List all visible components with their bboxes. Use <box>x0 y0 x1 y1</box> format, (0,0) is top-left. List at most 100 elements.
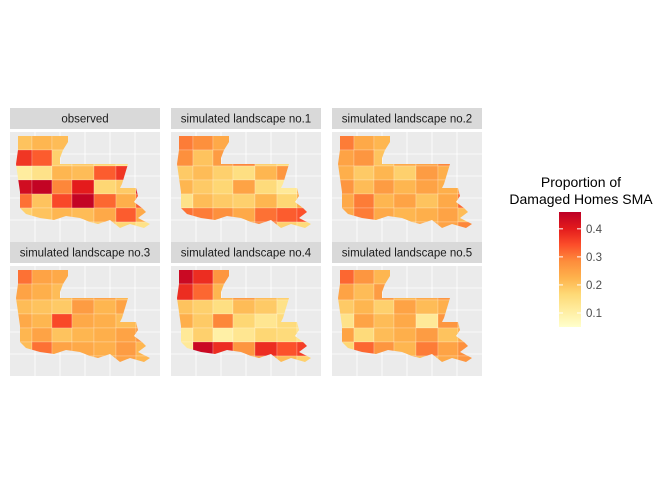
parish-region <box>254 179 278 195</box>
facet-strip-label: observed <box>61 114 108 126</box>
parish-region <box>31 165 53 181</box>
parish-region <box>393 179 417 195</box>
facet-panel: simulated landscape no.3 <box>10 242 160 376</box>
parish-region <box>93 207 117 223</box>
parish-region <box>232 179 256 195</box>
facet-strip <box>332 108 482 129</box>
legend-title-line1: Proportion of <box>541 174 621 190</box>
parish-region <box>71 193 95 209</box>
parish-region <box>71 179 95 195</box>
parish-region <box>415 341 439 357</box>
parish-region <box>437 341 459 357</box>
parish-region <box>93 179 117 195</box>
parish-region <box>93 327 117 343</box>
parish-region <box>31 313 53 329</box>
parish-region <box>353 193 375 209</box>
parish-region <box>31 327 53 343</box>
legend-colorbar <box>559 212 581 327</box>
parish-region <box>31 299 53 315</box>
parish-region <box>415 165 439 181</box>
facet-panel: observed <box>10 108 160 242</box>
parish-region <box>254 327 278 343</box>
parish-region <box>393 299 417 315</box>
parish-region <box>192 327 214 343</box>
parish-region <box>232 193 256 209</box>
parish-region <box>353 299 375 315</box>
parish-region <box>437 221 459 228</box>
parish-region <box>51 313 73 329</box>
parish-region <box>353 313 375 329</box>
facet-strip <box>171 242 321 263</box>
parish-region <box>31 179 53 195</box>
parish-region <box>276 341 298 357</box>
parish-region <box>254 341 278 357</box>
parish-region <box>31 283 53 301</box>
parish-region <box>254 207 278 223</box>
parish-region <box>192 165 214 181</box>
parish-region <box>93 193 117 209</box>
parish-region <box>192 149 214 167</box>
parish-region <box>71 299 95 315</box>
parish-region <box>254 165 278 181</box>
parish-region <box>373 165 395 181</box>
parish-region <box>276 327 298 343</box>
parish-region <box>254 313 278 329</box>
parish-region <box>353 327 375 343</box>
parish-region <box>115 341 137 357</box>
parish-region <box>276 355 298 362</box>
parish-region <box>192 179 214 195</box>
parish-region <box>232 327 256 343</box>
parish-region <box>373 299 395 315</box>
parish-region <box>31 193 53 209</box>
parish-region <box>93 299 117 315</box>
facet-strip-label: simulated landscape no.5 <box>342 248 472 260</box>
legend-tick-label: 0.4 <box>586 224 603 236</box>
parish-region <box>437 355 459 362</box>
color-legend: Proportion of Damaged Homes SMA 0.10.20.… <box>509 174 653 327</box>
parish-region <box>51 327 73 343</box>
parish-region <box>192 283 214 301</box>
facet-panel: simulated landscape no.4 <box>171 242 321 376</box>
parish-region <box>115 221 137 228</box>
parish-region <box>276 193 298 209</box>
parish-region <box>373 179 395 195</box>
parish-region <box>232 299 256 315</box>
parish-region <box>71 165 95 181</box>
facet-strip <box>10 242 160 263</box>
parish-region <box>393 193 417 209</box>
parish-region <box>192 193 214 209</box>
legend-tick-label: 0.2 <box>586 280 602 292</box>
parish-region <box>93 341 117 357</box>
parish-region <box>353 149 375 167</box>
parish-region <box>373 327 395 343</box>
parish-region <box>115 355 137 362</box>
parish-region <box>393 165 417 181</box>
parish-region <box>437 207 459 223</box>
facet-strip <box>171 108 321 129</box>
parish-region <box>212 299 234 315</box>
parish-region <box>212 313 234 329</box>
facet-panel: simulated landscape no.5 <box>332 242 482 376</box>
parish-region <box>212 179 234 195</box>
parish-region <box>415 193 439 209</box>
facet-strip-label: simulated landscape no.2 <box>342 114 472 126</box>
parish-region <box>415 179 439 195</box>
parish-region <box>93 313 117 329</box>
parish-region <box>437 327 459 343</box>
facet-strip-label: simulated landscape no.4 <box>181 248 312 260</box>
parish-region <box>373 193 395 209</box>
parish-region <box>51 179 73 195</box>
legend-tick-label: 0.1 <box>586 308 602 320</box>
parish-region <box>115 327 137 343</box>
parish-region <box>415 327 439 343</box>
parish-region <box>276 221 298 228</box>
facet-strip <box>10 108 160 129</box>
parish-region <box>232 313 256 329</box>
parish-region <box>192 299 214 315</box>
parish-region <box>276 207 298 223</box>
legend-tick-label: 0.3 <box>586 252 602 264</box>
parish-region <box>254 299 278 315</box>
parish-region <box>192 313 214 329</box>
parish-region <box>415 299 439 315</box>
